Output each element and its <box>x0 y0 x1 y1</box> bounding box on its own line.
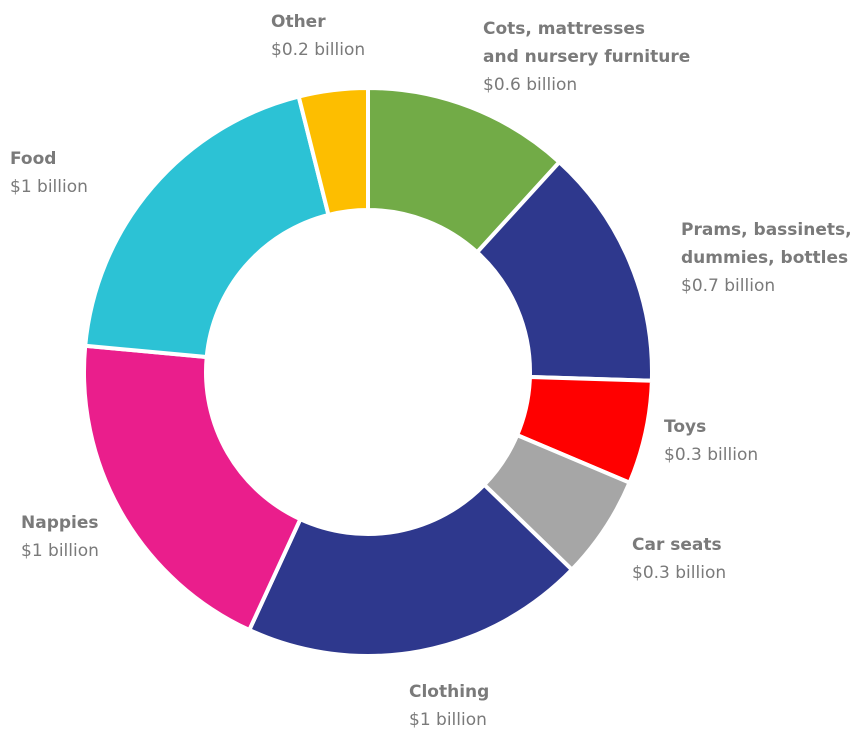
slice-value: $0.3 billion <box>664 445 758 465</box>
slice-value: $0.2 billion <box>271 40 365 60</box>
slice-value: $0.7 billion <box>681 276 775 296</box>
slice-name-line: Clothing <box>409 682 489 702</box>
slice-label-clothing: Clothing $1 billion <box>409 682 489 730</box>
slice-name-line: Other <box>271 12 326 32</box>
donut-slices <box>82 85 654 658</box>
slice-label-prams-bassinets-dummies-bottles: Prams, bassinets, dummies, bottles $0.7 bi… <box>681 220 852 296</box>
slice-nappies <box>82 343 303 633</box>
slice-value: $0.6 billion <box>483 75 577 95</box>
slice-name-line: Car seats <box>632 535 722 555</box>
slice-value: $1 billion <box>409 710 487 730</box>
slice-label-nappies: Nappies $1 billion <box>21 513 99 561</box>
slice-label-car-seats: Car seats $0.3 billion <box>632 535 726 583</box>
slice-other <box>296 85 370 218</box>
slice-clothing <box>246 481 575 658</box>
slice-food <box>83 94 331 360</box>
slice-label-food: Food $1 billion <box>10 149 88 197</box>
slice-label-other: Other $0.2 billion <box>271 12 365 60</box>
slice-name-line: Toys <box>664 417 706 437</box>
slice-label-cots-mattresses-and-nursery-furniture: Cots, mattresses and nursery furniture $0.… <box>483 19 690 95</box>
slice-name-line: Prams, bassinets, <box>681 220 852 240</box>
slice-labels: Cots, mattresses and nursery furniture $0.… <box>10 12 852 730</box>
slice-value: $0.3 billion <box>632 563 726 583</box>
slice-name-line: Food <box>10 149 56 169</box>
slice-value: $1 billion <box>10 177 88 197</box>
slice-name-line: and nursery furniture <box>483 47 690 67</box>
slice-value: $1 billion <box>21 541 99 561</box>
slice-name-line: dummies, bottles <box>681 248 848 268</box>
slice-name-line: Cots, mattresses <box>483 19 645 39</box>
slice-label-toys: Toys $0.3 billion <box>664 417 758 465</box>
slice-name-line: Nappies <box>21 513 99 533</box>
